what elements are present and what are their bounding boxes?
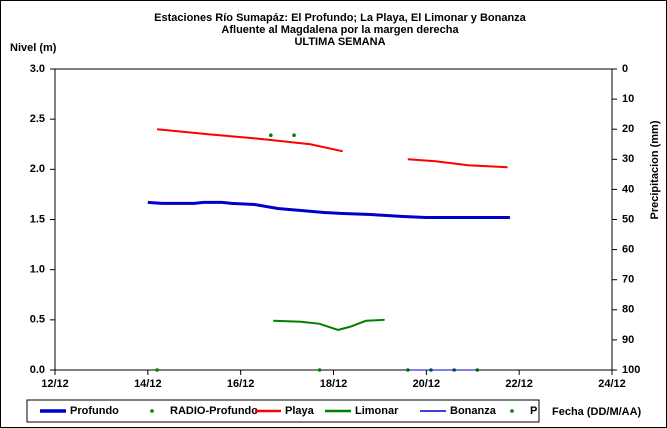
- series-line: [157, 128, 508, 169]
- legend-label: P: [530, 405, 537, 417]
- y2-tick-label: 100: [622, 364, 640, 376]
- y2-tick-label: 90: [622, 334, 634, 346]
- y-tick-label: 2.5: [30, 113, 45, 125]
- y2-tick-label: 30: [622, 153, 634, 165]
- y2-tick-label: 80: [622, 304, 634, 316]
- x-tick-label: 14/12: [134, 378, 162, 390]
- y-axis-label: Nivel (m): [10, 42, 57, 54]
- chart-title: ULTIMA SEMANA: [294, 36, 385, 48]
- x-tick-label: 16/12: [227, 378, 255, 390]
- legend-swatch: [510, 409, 514, 413]
- legend-label: Bonanza: [450, 405, 497, 417]
- y2-tick-label: 20: [622, 123, 634, 135]
- y2-axis-label: Precipitacion (mm): [649, 120, 661, 219]
- x-tick-label: 18/12: [320, 378, 348, 390]
- y-tick-label: 1.0: [30, 264, 45, 276]
- series-line: [273, 318, 385, 331]
- data-point: [155, 368, 159, 372]
- legend-label: Playa: [285, 405, 315, 417]
- legend-box: [26, 399, 540, 423]
- x-tick-label: 24/12: [598, 378, 626, 390]
- legend-label: Limonar: [355, 405, 399, 417]
- chart-title: Afluente al Magdalena por la margen dere…: [221, 24, 459, 36]
- y-tick-label: 3.0: [30, 63, 45, 75]
- data-point: [317, 368, 322, 372]
- x-tick-label: 12/12: [41, 378, 69, 390]
- data-point: [405, 368, 410, 372]
- x-tick-label: 20/12: [413, 378, 441, 390]
- y-tick-label: 2.0: [30, 163, 45, 175]
- x-tick-label: 22/12: [505, 378, 533, 390]
- y2-tick-label: 60: [622, 244, 634, 256]
- data-point: [269, 133, 273, 138]
- y2-tick-label: 10: [622, 93, 634, 105]
- data-point: [292, 133, 296, 138]
- y2-tick-label: 0: [622, 63, 628, 75]
- legend-label: Profundo: [70, 405, 119, 417]
- legend-swatch: [150, 409, 154, 413]
- y-tick-label: 0.5: [30, 314, 45, 326]
- series-line: [147, 200, 510, 219]
- y-tick-label: 0.0: [30, 364, 45, 376]
- chart-title: Estaciones Río Sumapáz: El Profundo; La …: [154, 12, 527, 24]
- y2-tick-label: 50: [622, 213, 634, 225]
- y-tick-label: 1.5: [30, 213, 45, 225]
- x-axis-label: Fecha (DD/M/AA): [552, 406, 642, 418]
- legend-label: RADIO-Profundo: [170, 405, 258, 417]
- y2-tick-label: 70: [622, 274, 634, 286]
- y2-tick-label: 40: [622, 183, 634, 195]
